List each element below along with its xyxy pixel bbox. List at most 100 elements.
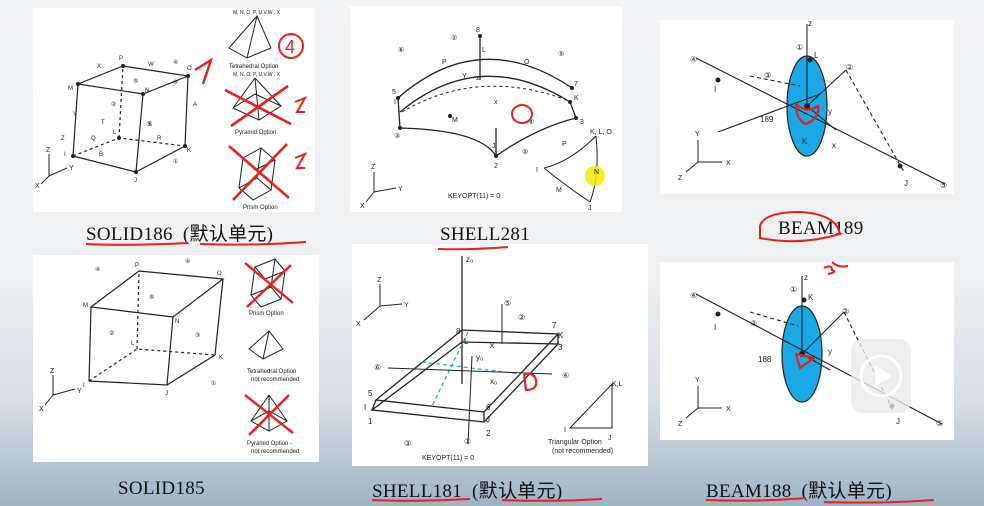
caption-solid186-extra: (默认单元) xyxy=(182,224,274,245)
svg-text:K: K xyxy=(802,137,808,146)
svg-text:③: ③ xyxy=(195,332,200,339)
svg-text:①: ① xyxy=(522,148,528,156)
svg-text:S: S xyxy=(148,122,152,128)
svg-text:5: 5 xyxy=(392,89,396,96)
svg-text:⑥: ⑥ xyxy=(173,79,178,86)
svg-text:③: ③ xyxy=(404,439,411,448)
video-play-overlay[interactable] xyxy=(851,339,911,413)
svg-text:2: 2 xyxy=(494,163,498,170)
svg-text:②: ② xyxy=(109,330,114,337)
svg-text:K: K xyxy=(219,355,223,361)
shell181-tri-option: Triangular Option xyxy=(548,439,602,446)
svg-text:A: A xyxy=(193,102,197,108)
solid185-pyr-label: Pyramid Option - xyxy=(247,441,292,447)
svg-text:I: I xyxy=(83,383,85,389)
svg-text:7: 7 xyxy=(574,81,578,88)
beam188-id: 188 xyxy=(758,355,772,364)
svg-text:y₀: y₀ xyxy=(476,353,483,362)
svg-text:⑤: ⑤ xyxy=(133,78,138,85)
svg-text:K,L: K,L xyxy=(612,381,623,388)
svg-text:K: K xyxy=(574,95,579,102)
svg-text:y: y xyxy=(828,347,832,356)
svg-text:Q: Q xyxy=(91,136,96,142)
svg-text:⑥: ⑥ xyxy=(149,294,154,301)
svg-text:③: ③ xyxy=(764,71,771,80)
svg-text:K: K xyxy=(187,148,191,154)
caption-shell181-extra: (默认单元) xyxy=(472,481,563,502)
svg-text:M: M xyxy=(452,117,458,124)
svg-text:Z: Z xyxy=(61,136,65,142)
svg-text:X: X xyxy=(35,183,40,190)
pyramid-option-label: Pyramid Option xyxy=(235,130,276,136)
svg-text:3: 3 xyxy=(580,119,584,126)
caption-solid185: SOLID185 xyxy=(118,478,205,500)
svg-text:Y: Y xyxy=(69,165,74,172)
caption-shell281-name: SHELL281 xyxy=(440,224,531,245)
svg-text:Y: Y xyxy=(77,388,82,395)
svg-text:L: L xyxy=(464,337,469,346)
svg-text:L: L xyxy=(814,51,819,60)
svg-text:O: O xyxy=(524,59,530,66)
svg-text:⑤: ⑤ xyxy=(940,181,947,190)
svg-text:J: J xyxy=(134,178,137,184)
svg-text:N: N xyxy=(145,88,149,94)
svg-text:x: x xyxy=(490,341,494,350)
svg-text:8: 8 xyxy=(456,327,461,336)
solid185-tet-label: Tetrahedral Option xyxy=(247,369,296,375)
shell181-keyopt: KEYOPT(11) = 0 xyxy=(422,455,474,462)
svg-text:④: ④ xyxy=(528,118,534,126)
svg-text:I: I xyxy=(714,85,716,94)
svg-text:z: z xyxy=(476,75,480,82)
svg-text:①: ① xyxy=(790,285,797,294)
svg-text:y: y xyxy=(828,107,832,116)
svg-text:⑥: ⑥ xyxy=(374,363,381,372)
caption-shell281: SHELL281 xyxy=(440,224,530,246)
svg-text:Y: Y xyxy=(404,302,409,309)
svg-text:Z: Z xyxy=(377,277,382,284)
svg-text:M: M xyxy=(68,86,73,92)
svg-text:O: O xyxy=(217,271,222,277)
svg-text:x: x xyxy=(494,99,498,106)
svg-text:③: ③ xyxy=(394,132,400,140)
svg-text:J: J xyxy=(165,391,168,397)
svg-text:⑥: ⑥ xyxy=(398,46,404,54)
svg-text:X: X xyxy=(97,64,101,70)
caption-shell181: SHELL181 (默认单元) xyxy=(372,476,562,503)
svg-text:x: x xyxy=(832,141,836,150)
svg-text:W: W xyxy=(148,62,154,68)
svg-text:6: 6 xyxy=(486,403,491,412)
svg-text:P: P xyxy=(562,141,567,148)
play-icon xyxy=(859,354,903,398)
svg-text:④: ④ xyxy=(690,291,697,300)
svg-text:I: I xyxy=(64,152,66,158)
svg-text:8: 8 xyxy=(476,27,480,34)
svg-text:J: J xyxy=(492,143,496,150)
svg-text:Z: Z xyxy=(678,421,683,428)
shell281-diagram: 8 5 7 K 3 2 J I P O M L ⑥ ② ⑤ ③ ④ ① z Yx Z Y X KEYOPT(11)… xyxy=(360,27,612,212)
caption-solid186-name: SOLID186 xyxy=(86,224,173,245)
svg-text:I: I xyxy=(364,403,366,412)
svg-text:X: X xyxy=(726,406,731,413)
solid186-diagram: M P O N I J K L X W A Y T Q R S Z B ⑥ ⑤ ④ ③ ① ② Z Y X 4 M, N… xyxy=(35,10,308,211)
cursor-highlight xyxy=(585,166,605,186)
svg-text:T: T xyxy=(101,120,105,126)
caption-beam189-name: BEAM189 xyxy=(778,218,864,239)
svg-text:Y: Y xyxy=(73,112,77,118)
svg-text:z: z xyxy=(804,273,808,282)
shell281-keyopt: KEYOPT(11) = 0 xyxy=(448,193,500,200)
tet-option-label: Tetrahedral Option xyxy=(229,64,278,70)
svg-text:⑤: ⑤ xyxy=(504,299,511,308)
svg-text:K: K xyxy=(808,293,814,302)
svg-text:⑤: ⑤ xyxy=(558,50,564,58)
pyr-nodes: M, N, O, P, U,V,W , X xyxy=(233,72,281,78)
svg-text:①: ① xyxy=(211,380,216,387)
svg-text:④: ④ xyxy=(95,266,100,273)
caption-beam189: BEAM189 xyxy=(778,218,864,240)
svg-text:P: P xyxy=(135,263,139,269)
svg-text:M: M xyxy=(83,303,88,309)
svg-text:R: R xyxy=(157,136,162,142)
svg-text:L: L xyxy=(113,130,117,136)
